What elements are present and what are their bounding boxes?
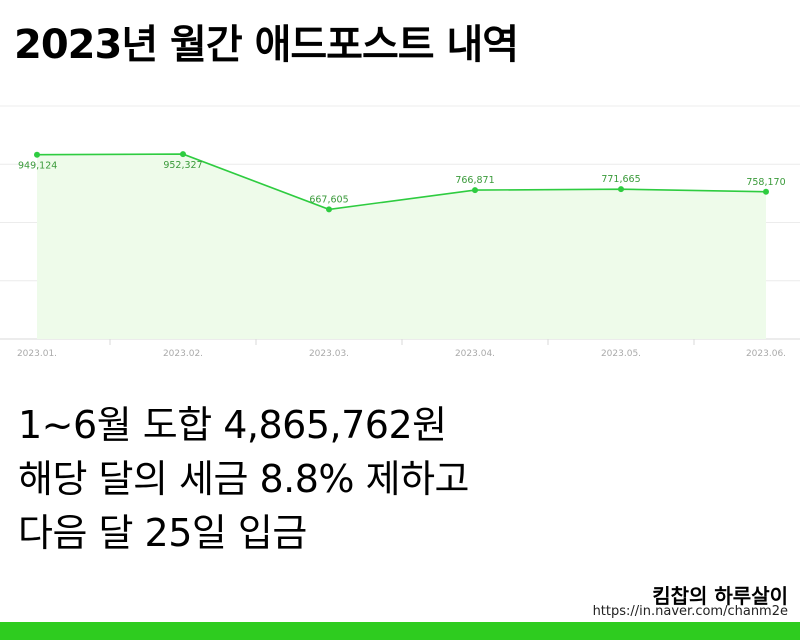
summary-tax: 해당 달의 세금 8.8% 제하고	[18, 457, 470, 501]
x-tick-label: 2023.02.	[163, 349, 203, 359]
x-tick-label: 2023.04.	[455, 349, 495, 359]
summary-total: 1~6월 도합 4,865,762원	[18, 403, 447, 447]
data-label: 771,665	[601, 174, 640, 185]
x-tick-label: 2023.06.	[746, 349, 786, 359]
data-point	[34, 151, 40, 158]
data-point	[180, 151, 186, 158]
brand-url[interactable]: https://in.naver.com/chanm2e	[592, 604, 788, 619]
data-label: 952,327	[163, 160, 202, 171]
x-tick-label: 2023.05.	[601, 349, 641, 359]
monthly-adpost-chart: 949,124 952,327 667,605 766,871 771,665 758,1…	[0, 105, 800, 359]
data-point	[763, 188, 769, 195]
data-point	[472, 187, 478, 194]
series-line	[36, 153, 767, 211]
data-point	[326, 206, 332, 213]
data-point	[618, 186, 624, 193]
brand-name: 킴찹의 하루살이	[652, 584, 788, 608]
x-tick-label: 2023.03.	[309, 349, 349, 359]
summary-text: 1~6월 도합 4,865,762원 해당 달의 세금 8.8% 제하고 다음 …	[18, 398, 470, 560]
bottom-accent-bar	[0, 622, 800, 640]
page-title: 2023년 월간 애드포스트 내역	[14, 22, 519, 68]
summary-payment-date: 다음 달 25일 입금	[18, 511, 307, 555]
data-label: 949,124	[18, 161, 57, 172]
data-label: 758,170	[746, 177, 785, 188]
data-label: 766,871	[455, 175, 494, 186]
data-label: 667,605	[309, 194, 348, 205]
series-area	[37, 154, 766, 339]
x-tick-label: 2023.01.	[17, 349, 57, 359]
